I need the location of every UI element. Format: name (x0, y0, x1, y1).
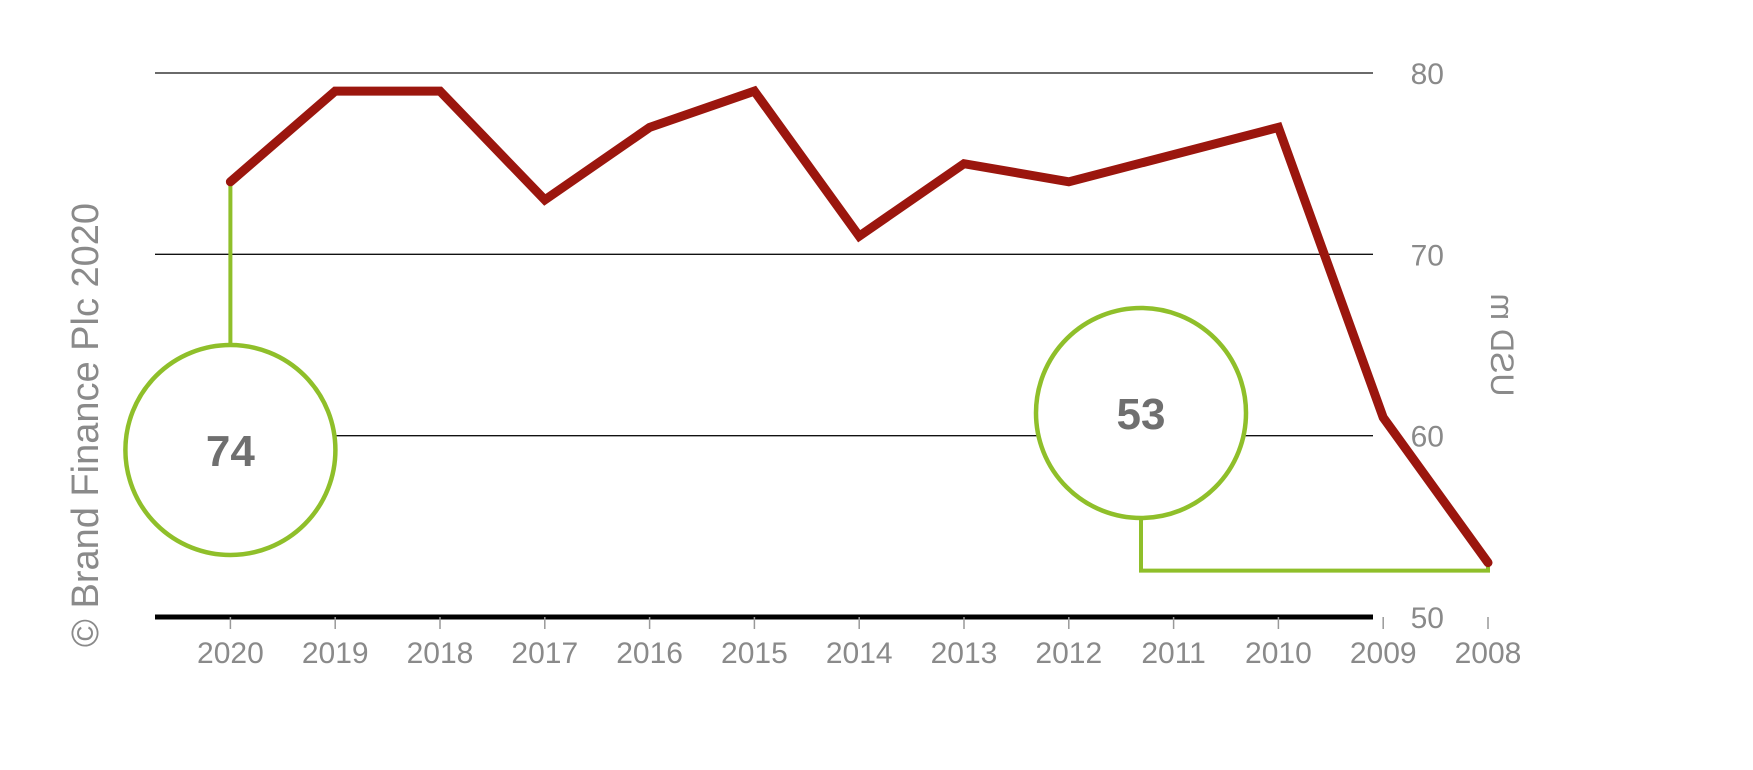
y-tick-label: 70 (1411, 239, 1444, 272)
series-line (225, 85, 1493, 568)
callouts: 53 74 (123, 181, 1490, 573)
y-axis-labels: 50 60 70 80 (1411, 58, 1444, 635)
x-tick-label: 2019 (302, 637, 369, 670)
x-tick-label: 2012 (1035, 637, 1102, 670)
series-line-group (225, 85, 1493, 568)
y-tick-label: 60 (1411, 421, 1444, 454)
x-tick-label: 2016 (616, 637, 683, 670)
copyright-credit: © Brand Finance Plc 2020 (65, 203, 107, 647)
x-tick-label: 2011 (1141, 637, 1206, 670)
callout-circle (1033, 305, 1249, 521)
x-axis-ticks (229, 617, 1489, 629)
callout-leader (1139, 520, 1490, 573)
x-tick-label: 2013 (931, 637, 998, 670)
x-tick-label: 2009 (1350, 637, 1417, 670)
callout-label: 53 (1117, 390, 1166, 439)
x-tick-label: 2018 (407, 637, 474, 670)
callout-53: 53 (1033, 305, 1490, 573)
x-axis-labels: 2008 2009 2010 2011 2012 2013 2014 2015 2016 2017… (197, 637, 1521, 670)
x-tick-label: 2017 (511, 637, 578, 670)
x-tick-label: 2015 (721, 637, 788, 670)
x-tick-label: 2020 (197, 637, 264, 670)
y-tick-label: 80 (1411, 58, 1444, 91)
y-axis-title: USD m (1484, 293, 1520, 396)
x-tick-label: 2010 (1245, 637, 1312, 670)
callout-label: 74 (206, 427, 255, 476)
y-tick-label: 50 (1411, 602, 1444, 635)
x-tick-label: 2014 (826, 637, 893, 670)
callout-74: 74 (123, 181, 338, 558)
callout-circle (123, 342, 338, 558)
x-tick-label: 2008 (1455, 637, 1522, 670)
